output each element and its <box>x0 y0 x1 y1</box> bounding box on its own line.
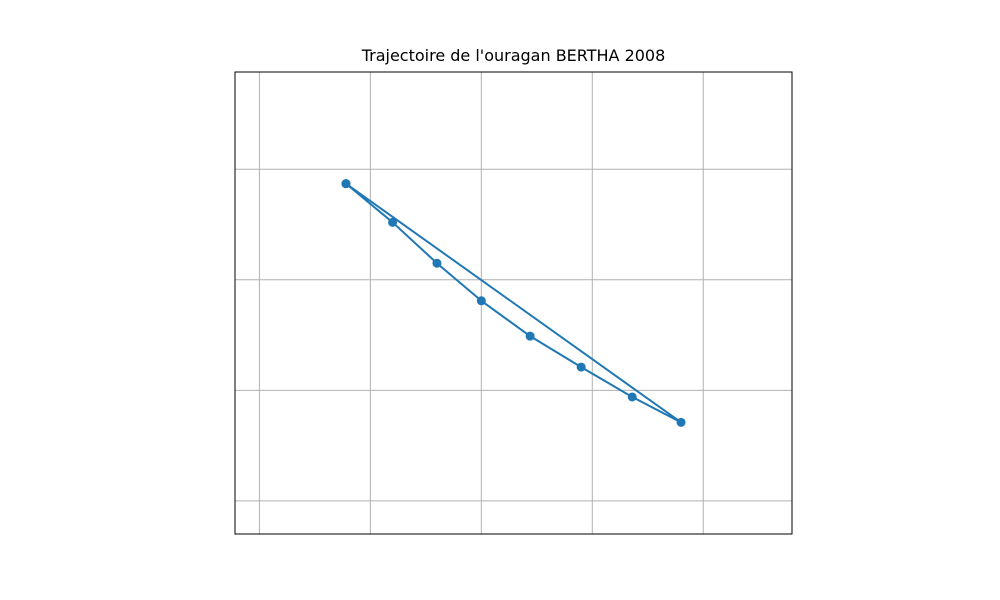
trajectory-point-5 <box>576 362 586 372</box>
trajectory-point-7 <box>676 417 686 427</box>
chart-title: Trajectoire de l'ouragan BERTHA 2008 <box>361 46 666 65</box>
plot-frame <box>234 71 793 535</box>
trajectory-point-8 <box>341 179 351 189</box>
trajectory-point-3 <box>476 296 486 306</box>
trajectory-point-2 <box>432 258 442 268</box>
series-layer <box>341 179 686 427</box>
trajectory-point-6 <box>627 392 637 402</box>
grid-layer <box>235 72 792 534</box>
trajectory-line-0 <box>345 182 683 424</box>
trajectory-point-1 <box>388 217 398 227</box>
trajectory-point-4 <box>525 331 535 341</box>
